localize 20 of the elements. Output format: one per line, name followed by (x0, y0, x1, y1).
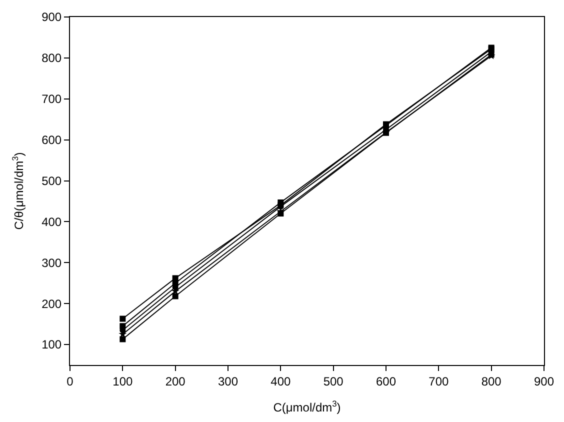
x-tick-label: 700 (428, 374, 449, 388)
x-tick-label: 800 (481, 374, 502, 388)
x-axis-title: C(μmol/dm$^{3}$) (273, 398, 341, 414)
x-tick-label: 600 (376, 374, 396, 388)
y-tick-label: 900 (42, 10, 62, 24)
x-tick-label: 200 (165, 374, 186, 388)
y-tick-label: 100 (42, 338, 62, 352)
x-tick-label: 0 (66, 374, 74, 388)
x-tick-label: 100 (112, 374, 133, 388)
x-tick-label: 900 (534, 374, 554, 388)
y-tick-label: 300 (42, 256, 62, 270)
y-tick-label: 500 (42, 174, 62, 188)
x-tick-label: 300 (218, 374, 238, 388)
y-tick-label: 700 (42, 92, 62, 106)
y-tick-label: 800 (42, 51, 62, 66)
x-tick-label: 400 (270, 374, 291, 388)
y-tick-label: 600 (42, 133, 62, 148)
x-tick-label: 500 (323, 374, 344, 388)
y-tick-label: 400 (42, 214, 62, 229)
y-tick-label: 200 (42, 296, 62, 311)
